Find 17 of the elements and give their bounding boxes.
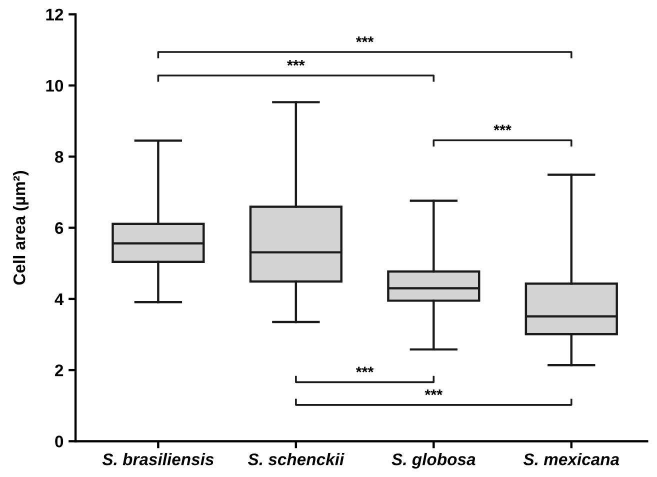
y-tick-label: 6 (55, 222, 64, 234)
x-tick-label: S. brasiliensis (102, 453, 214, 466)
y-tick-label: 0 (55, 436, 64, 448)
x-tick-label: S. schenckii (248, 453, 344, 466)
y-tick-label: 4 (54, 293, 64, 305)
annotation: *** (356, 366, 374, 372)
y-tick-label: 10 (46, 80, 64, 92)
y-tick-label: 12 (46, 8, 64, 20)
annotation: *** (356, 36, 374, 42)
y-tick-label: 8 (55, 151, 64, 163)
y-axis-title: Cell area (µm²) (13, 171, 29, 285)
annotation: *** (494, 124, 512, 130)
annotation: *** (287, 60, 305, 66)
x-tick-label: S. mexicana (523, 453, 620, 466)
y-tick-label: 2 (55, 364, 64, 376)
x-tick-label: S. globosa (392, 453, 476, 469)
annotation: *** (424, 389, 443, 396)
